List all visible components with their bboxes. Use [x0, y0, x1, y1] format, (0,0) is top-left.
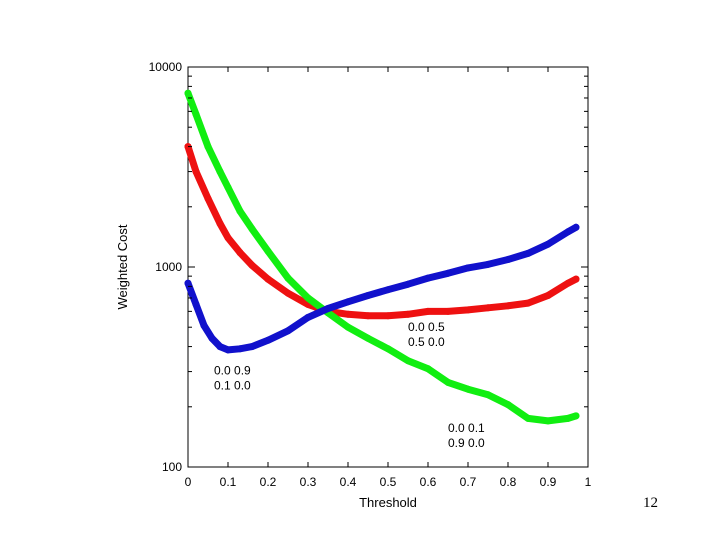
data-point: [216, 220, 224, 227]
data-point: [564, 414, 572, 422]
data-point: [524, 299, 532, 307]
y-axis-title: Weighted Cost: [115, 224, 130, 309]
y-tick-label: 10000: [149, 60, 183, 74]
x-tick-label: 0.3: [300, 475, 317, 489]
data-point: [264, 336, 272, 344]
x-tick-label: 0: [185, 475, 192, 489]
data-point: [544, 240, 552, 248]
annotation-line: 0.1 0.0: [214, 379, 251, 393]
data-point: [248, 343, 256, 351]
data-point: [464, 306, 472, 314]
x-axis-title: Threshold: [359, 495, 417, 510]
data-point: [192, 168, 200, 176]
data-point: [284, 289, 292, 297]
data-point: [304, 294, 312, 302]
annotation-line: 0.0 0.1: [448, 421, 485, 435]
x-tick-label: 0.8: [500, 475, 517, 489]
series-lines: [184, 89, 580, 425]
data-point: [224, 234, 232, 242]
data-point: [264, 247, 272, 255]
x-tick-label: 0.2: [260, 475, 277, 489]
data-point: [384, 286, 392, 294]
data-point: [564, 279, 572, 287]
x-tick-label: 0.1: [220, 475, 237, 489]
data-point: [572, 412, 580, 420]
data-point: [404, 357, 412, 365]
data-point: [284, 274, 292, 282]
data-point: [324, 305, 332, 312]
y-tick-label: 100: [162, 460, 182, 474]
data-point: [192, 110, 200, 118]
data-point: [224, 346, 232, 354]
data-point: [364, 334, 372, 342]
data-point: [564, 228, 572, 236]
data-point: [236, 345, 244, 353]
data-point: [344, 298, 352, 306]
data-point: [364, 292, 372, 299]
data-point: [364, 312, 372, 320]
data-point: [504, 256, 512, 263]
data-point: [464, 385, 472, 393]
annotation-line: 0.0 0.9: [214, 364, 251, 378]
annotation-line: 0.0 0.5: [408, 320, 445, 334]
annotation-line: 0.5 0.0: [408, 335, 445, 349]
data-point: [236, 249, 244, 257]
data-point: [424, 307, 432, 315]
data-point: [204, 195, 212, 202]
data-point: [264, 275, 272, 283]
data-point: [404, 310, 412, 318]
data-point: [424, 274, 432, 282]
x-tick-label: 0.4: [340, 475, 357, 489]
data-point: [444, 269, 452, 277]
series-line-2: [184, 223, 580, 354]
data-point: [192, 300, 200, 308]
data-point: [504, 401, 512, 409]
data-point: [572, 223, 580, 231]
x-tick-label: 0.7: [460, 475, 477, 489]
axis-ticks: 0 0.1 0.2 0.3 0.4 0.5 0.6 0.7 0.8 0.9 1 100 1000 1000…: [149, 60, 592, 489]
data-point: [404, 280, 412, 288]
data-point: [344, 310, 352, 318]
data-point: [444, 378, 452, 386]
data-point: [284, 327, 292, 335]
data-point: [248, 261, 256, 269]
data-point: [344, 323, 352, 331]
data-point: [444, 307, 452, 315]
annotation-line: 0.9 0.0: [448, 436, 485, 450]
x-tick-label: 0.6: [420, 475, 437, 489]
data-point: [504, 302, 512, 310]
data-point: [484, 391, 492, 399]
y-tick-label: 1000: [155, 260, 182, 274]
x-tick-label: 0.9: [540, 475, 557, 489]
data-point: [524, 249, 532, 257]
data-point: [544, 292, 552, 299]
data-point: [544, 417, 552, 425]
x-tick-label: 0.5: [380, 475, 397, 489]
data-point: [304, 313, 312, 321]
data-point: [248, 225, 256, 233]
page-number: 12: [643, 495, 658, 511]
annotations: 0.0 0.90.1 0.0 0.0 0.50.5 0.0 0.0 0.10.9 0…: [214, 320, 485, 450]
data-point: [236, 207, 244, 215]
data-point: [184, 89, 192, 97]
data-point: [384, 312, 392, 320]
data-point: [464, 264, 472, 272]
data-point: [204, 143, 212, 151]
data-point: [384, 345, 392, 353]
data-point: [524, 414, 532, 422]
data-point: [200, 322, 208, 329]
plot-area-border: [187, 66, 589, 468]
data-point: [208, 334, 216, 342]
data-point: [484, 304, 492, 312]
data-point: [184, 279, 192, 287]
data-point: [572, 275, 580, 283]
data-point: [484, 260, 492, 268]
plot-frame: [187, 66, 589, 468]
data-point: [216, 343, 224, 351]
data-point: [424, 365, 432, 373]
data-point: [224, 183, 232, 191]
data-point: [216, 168, 224, 176]
x-tick-label: 1: [585, 475, 592, 489]
